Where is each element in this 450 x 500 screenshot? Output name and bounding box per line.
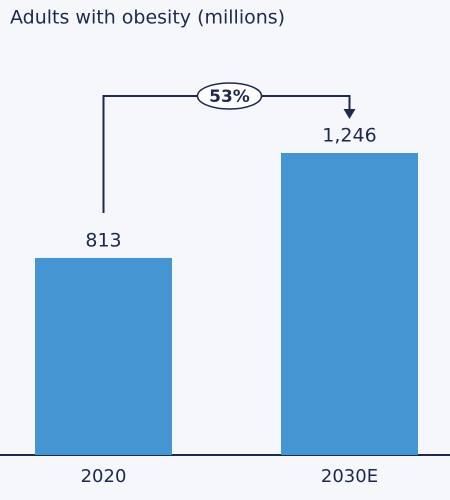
x-tick-label: 2020: [81, 466, 127, 487]
chart-title: Adults with obesity (millions): [10, 7, 285, 29]
x-tick-label: 2030E: [321, 466, 378, 487]
value-label: 813: [85, 229, 121, 251]
bar: [35, 257, 172, 455]
annotation: 53%: [209, 87, 250, 107]
bar: [281, 153, 418, 455]
value-label: 1,246: [322, 125, 376, 147]
arrow-head: [343, 109, 356, 119]
annotation-oval: [196, 82, 263, 110]
